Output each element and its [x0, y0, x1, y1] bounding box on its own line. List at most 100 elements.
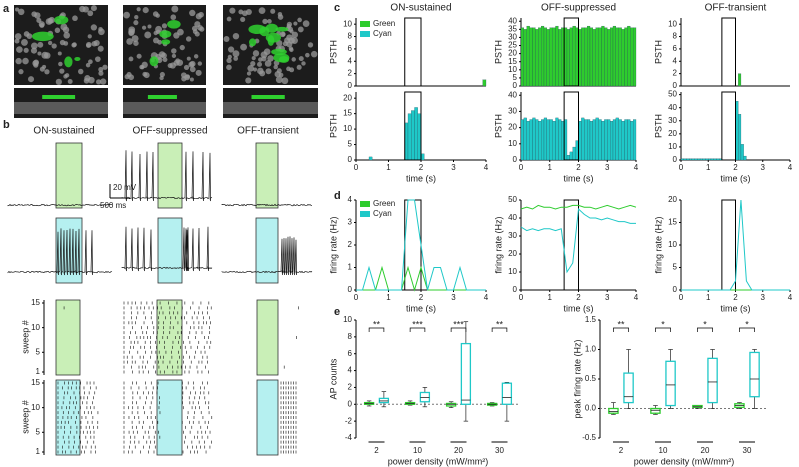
y-tick-label: 10	[668, 240, 677, 249]
cell-nucleus	[134, 15, 139, 20]
y-axis-label: firing rate (Hz)	[328, 216, 338, 273]
y-tick-label: 5	[348, 140, 353, 149]
histogram-bar	[604, 27, 608, 87]
cell-nucleus	[281, 31, 286, 37]
histogram-bar	[601, 25, 605, 87]
significance-bracket	[368, 327, 385, 332]
histogram-bar	[607, 119, 611, 161]
stimulus-window	[55, 142, 83, 209]
raster-tick-label: 10	[31, 403, 40, 412]
histogram-bar	[740, 144, 744, 161]
stimulus-window	[157, 217, 183, 284]
x-tick-label: 2	[374, 446, 379, 455]
legend-swatch	[360, 31, 370, 37]
stimulus-window	[256, 299, 279, 376]
histogram-bar	[581, 117, 585, 161]
y-tick-label: 10	[508, 139, 517, 148]
y-tick-label: 20	[668, 129, 677, 138]
cell-nucleus	[85, 41, 92, 48]
box	[460, 342, 472, 405]
histogram-bar	[549, 119, 553, 161]
cell-nucleus	[186, 56, 191, 61]
cell-nucleus	[246, 71, 252, 76]
y-tick-label: 10	[343, 19, 352, 28]
cell-nucleus	[242, 10, 248, 17]
raster-tick-label: 1	[36, 447, 41, 456]
histogram-bar	[716, 158, 720, 161]
cell-nucleus	[131, 35, 139, 43]
cell-nucleus	[189, 77, 194, 82]
line-series	[520, 204, 637, 210]
significance-label: *	[661, 319, 665, 329]
cell-nucleus	[264, 60, 272, 67]
y-tick-label: 0	[513, 81, 518, 90]
cell-nucleus	[193, 54, 199, 59]
cell-nucleus	[85, 62, 91, 68]
cell-nucleus	[227, 46, 235, 53]
raster-tick-label: 5	[36, 427, 41, 436]
cell-type: OFF-transient	[237, 126, 299, 137]
x-tick-label: 4	[788, 163, 793, 172]
histogram-bar	[705, 158, 709, 161]
cell-nucleus	[198, 11, 204, 18]
stimulus-window	[255, 217, 279, 284]
histogram-bar	[683, 158, 687, 161]
box	[378, 397, 390, 404]
histogram-bar	[610, 121, 614, 161]
cell-nucleus	[226, 16, 232, 22]
x-tick-label: 0	[679, 163, 684, 172]
x-tick-label: 1	[706, 163, 711, 172]
cell-nucleus	[183, 64, 190, 71]
cell-nucleus	[98, 26, 103, 32]
histogram-bar	[552, 121, 556, 161]
cell-nucleus	[37, 51, 42, 56]
x-tick-label: 4	[484, 293, 489, 302]
cell-nucleus	[257, 67, 264, 75]
panel-letter: a	[3, 3, 10, 15]
y-tick-label: 0	[513, 285, 518, 294]
cell-nucleus	[102, 64, 108, 70]
cell-nucleus	[88, 59, 93, 65]
cell-nucleus	[39, 66, 45, 72]
histogram-bar	[523, 29, 527, 87]
x-tick-label: 0	[354, 163, 359, 172]
side-view-label	[42, 95, 76, 99]
labeled-cell	[74, 56, 81, 62]
cell-nucleus	[45, 18, 53, 25]
y-tick-label: 40	[508, 213, 517, 222]
significance-label: ***	[453, 319, 464, 329]
cell-nucleus	[14, 33, 22, 40]
panel-letter: b	[3, 119, 10, 131]
line-series	[520, 207, 636, 274]
stimulus-window	[157, 142, 183, 209]
y-tick-label: 2	[348, 69, 353, 78]
histogram-bar	[604, 119, 608, 161]
cell-nucleus	[22, 57, 29, 65]
cell-nucleus	[297, 17, 302, 23]
y-tick-label: 10	[508, 65, 517, 74]
y-tick-label: 1.0	[585, 345, 597, 354]
x-tick-label: 2	[733, 163, 738, 172]
x-axis-label: power density (mW/mm²)	[634, 456, 735, 466]
cell-nucleus	[281, 77, 289, 85]
cell-nucleus	[226, 57, 232, 64]
chart-title: ON-sustained	[390, 3, 451, 14]
cell-nucleus	[245, 77, 252, 84]
labeled-cell	[249, 38, 257, 47]
stimulus-window	[156, 379, 183, 456]
cell-nucleus	[197, 61, 203, 66]
panel-letter: c	[334, 2, 340, 14]
labeled-cell	[54, 15, 69, 25]
y-tick-label: 10	[343, 315, 352, 324]
significance-bracket	[450, 327, 467, 332]
cell-nucleus	[302, 20, 310, 27]
histogram-bar	[584, 27, 588, 87]
box	[665, 360, 676, 407]
cell-nucleus	[227, 54, 232, 60]
histogram-bar	[555, 117, 559, 161]
voltage-trace	[7, 203, 113, 207]
cell-nucleus	[142, 7, 149, 14]
cell-nucleus	[171, 5, 179, 13]
histogram-bar	[584, 119, 588, 161]
cell-nucleus	[157, 39, 163, 45]
